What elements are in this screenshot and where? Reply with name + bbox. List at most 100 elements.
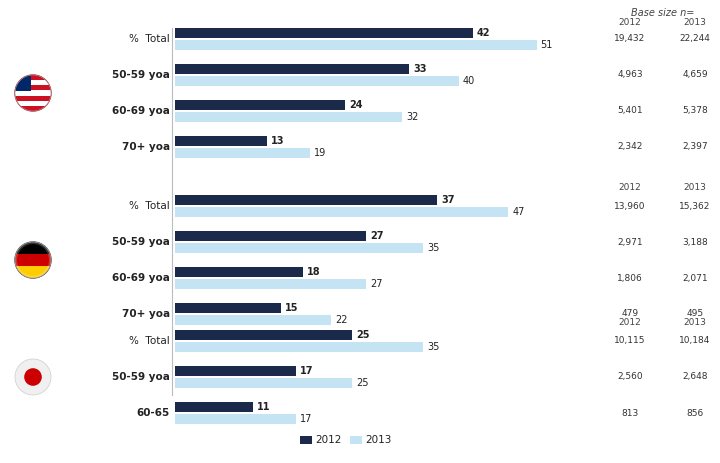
Bar xyxy=(15,75,51,80)
Text: 25: 25 xyxy=(356,330,370,340)
Text: Base size n=: Base size n= xyxy=(631,8,694,18)
Text: 17: 17 xyxy=(300,366,313,376)
Text: 2012: 2012 xyxy=(618,18,642,27)
Text: 15: 15 xyxy=(285,303,299,313)
Bar xyxy=(175,207,508,217)
Text: 27: 27 xyxy=(371,231,384,241)
Text: 5,378: 5,378 xyxy=(682,106,708,115)
Text: 11: 11 xyxy=(257,402,271,412)
Text: 4,963: 4,963 xyxy=(617,70,643,80)
Text: 2012: 2012 xyxy=(618,318,642,327)
Text: 1,806: 1,806 xyxy=(617,274,643,282)
Circle shape xyxy=(15,75,51,111)
Bar xyxy=(300,436,312,444)
Bar xyxy=(175,414,295,424)
Bar xyxy=(15,106,51,111)
Text: 2013: 2013 xyxy=(365,435,392,445)
Text: 5,401: 5,401 xyxy=(617,106,643,115)
Text: 70+ yoa: 70+ yoa xyxy=(122,309,170,319)
Bar xyxy=(175,100,345,110)
Bar xyxy=(175,243,423,253)
Bar xyxy=(175,267,302,277)
Text: 10,184: 10,184 xyxy=(679,337,711,345)
Bar xyxy=(175,342,423,352)
Text: 2,648: 2,648 xyxy=(683,373,708,382)
Text: 2013: 2013 xyxy=(683,18,706,27)
Text: 42: 42 xyxy=(477,28,490,38)
Text: 22: 22 xyxy=(335,315,348,325)
Text: 2,397: 2,397 xyxy=(682,143,708,151)
Text: 60-69 yoa: 60-69 yoa xyxy=(112,273,170,283)
Bar xyxy=(175,136,267,146)
Text: 17: 17 xyxy=(300,414,312,424)
Text: 856: 856 xyxy=(686,408,703,418)
Bar xyxy=(175,195,437,205)
Bar xyxy=(15,95,51,101)
Text: 50-59 yoa: 50-59 yoa xyxy=(112,237,170,247)
Text: 60-69 yoa: 60-69 yoa xyxy=(112,106,170,116)
Bar xyxy=(175,330,352,340)
Text: 19,432: 19,432 xyxy=(614,35,646,44)
Circle shape xyxy=(25,369,41,385)
Text: 495: 495 xyxy=(686,309,703,319)
Text: 2012: 2012 xyxy=(315,435,341,445)
Text: 35: 35 xyxy=(427,342,439,352)
Text: 2,560: 2,560 xyxy=(617,373,643,382)
Text: 2012: 2012 xyxy=(618,183,642,192)
Text: 25: 25 xyxy=(356,378,369,388)
Circle shape xyxy=(15,359,51,395)
Bar xyxy=(15,80,51,85)
Text: %  Total: % Total xyxy=(130,201,170,211)
Bar xyxy=(350,436,362,444)
Text: 2,342: 2,342 xyxy=(617,143,643,151)
Bar xyxy=(175,303,282,313)
Text: 13,960: 13,960 xyxy=(614,201,646,211)
Text: 3,188: 3,188 xyxy=(682,238,708,246)
Bar xyxy=(15,90,51,95)
Text: 2,971: 2,971 xyxy=(617,238,643,246)
Bar xyxy=(175,76,459,86)
Bar xyxy=(175,40,536,50)
Text: 2013: 2013 xyxy=(683,318,706,327)
Bar xyxy=(175,64,409,74)
Text: 32: 32 xyxy=(406,112,418,122)
Bar xyxy=(175,366,295,376)
Text: 4,659: 4,659 xyxy=(682,70,708,80)
Text: 50-59 yoa: 50-59 yoa xyxy=(112,372,170,382)
Circle shape xyxy=(15,242,51,278)
Text: 13: 13 xyxy=(271,136,284,146)
Text: 15,362: 15,362 xyxy=(679,201,711,211)
Text: 813: 813 xyxy=(621,408,639,418)
Bar xyxy=(175,148,310,158)
Text: 35: 35 xyxy=(427,243,439,253)
Bar xyxy=(175,378,352,388)
Text: 37: 37 xyxy=(441,195,455,205)
Text: %  Total: % Total xyxy=(130,34,170,44)
Bar xyxy=(15,266,51,278)
Text: 51: 51 xyxy=(541,40,553,50)
Text: 2013: 2013 xyxy=(683,183,706,192)
Bar xyxy=(15,75,31,91)
Text: 2,071: 2,071 xyxy=(682,274,708,282)
Text: 40: 40 xyxy=(463,76,475,86)
Text: 27: 27 xyxy=(371,279,383,289)
Text: 50-59 yoa: 50-59 yoa xyxy=(112,70,170,80)
Bar xyxy=(15,254,51,266)
Text: 47: 47 xyxy=(512,207,525,217)
Text: 10,115: 10,115 xyxy=(614,337,646,345)
Text: 33: 33 xyxy=(413,64,426,74)
Bar xyxy=(175,402,253,412)
Text: 24: 24 xyxy=(349,100,363,110)
Bar xyxy=(175,28,473,38)
Bar xyxy=(15,85,51,90)
Text: 70+ yoa: 70+ yoa xyxy=(122,142,170,152)
Bar xyxy=(15,242,51,254)
Bar xyxy=(175,112,402,122)
Bar xyxy=(175,315,331,325)
Text: %  Total: % Total xyxy=(130,336,170,346)
Bar xyxy=(175,279,366,289)
Bar xyxy=(175,231,366,241)
Text: 19: 19 xyxy=(314,148,326,158)
Bar xyxy=(15,101,51,106)
Text: 22,244: 22,244 xyxy=(680,35,711,44)
